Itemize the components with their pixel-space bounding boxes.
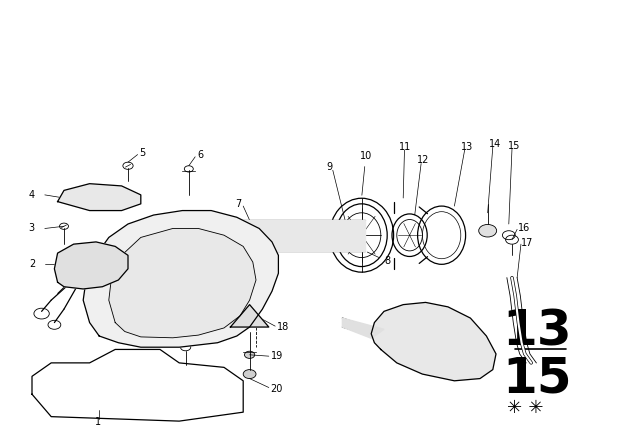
Circle shape [479,224,497,237]
Text: 2: 2 [29,259,35,269]
Text: ✳ ✳: ✳ ✳ [506,399,543,417]
Polygon shape [58,184,141,211]
Polygon shape [32,349,243,421]
Polygon shape [83,211,278,347]
Polygon shape [109,228,256,338]
Polygon shape [371,302,496,381]
Text: 20: 20 [271,384,283,394]
Text: 12: 12 [417,155,429,165]
Polygon shape [54,242,128,289]
Polygon shape [230,305,269,327]
Text: 9: 9 [326,162,333,172]
Text: 8: 8 [367,252,390,266]
Text: 14: 14 [489,139,501,149]
Text: 18: 18 [276,322,289,332]
Text: 13: 13 [461,142,473,152]
Circle shape [244,351,255,358]
Text: 4: 4 [29,190,35,200]
Polygon shape [179,220,365,251]
Polygon shape [342,318,384,338]
Text: 10: 10 [360,151,372,195]
Text: 1: 1 [95,417,101,427]
Text: 13: 13 [503,307,572,356]
Text: 5: 5 [140,148,146,158]
Text: 11: 11 [399,142,412,152]
Text: 15: 15 [508,141,520,151]
Text: 16: 16 [518,224,531,233]
Text: 19: 19 [271,351,283,361]
Circle shape [243,370,256,379]
Text: 7: 7 [236,199,242,209]
Text: 6: 6 [197,151,204,160]
Text: 3: 3 [29,224,35,233]
Text: 15: 15 [503,354,572,403]
Text: 17: 17 [521,238,533,248]
